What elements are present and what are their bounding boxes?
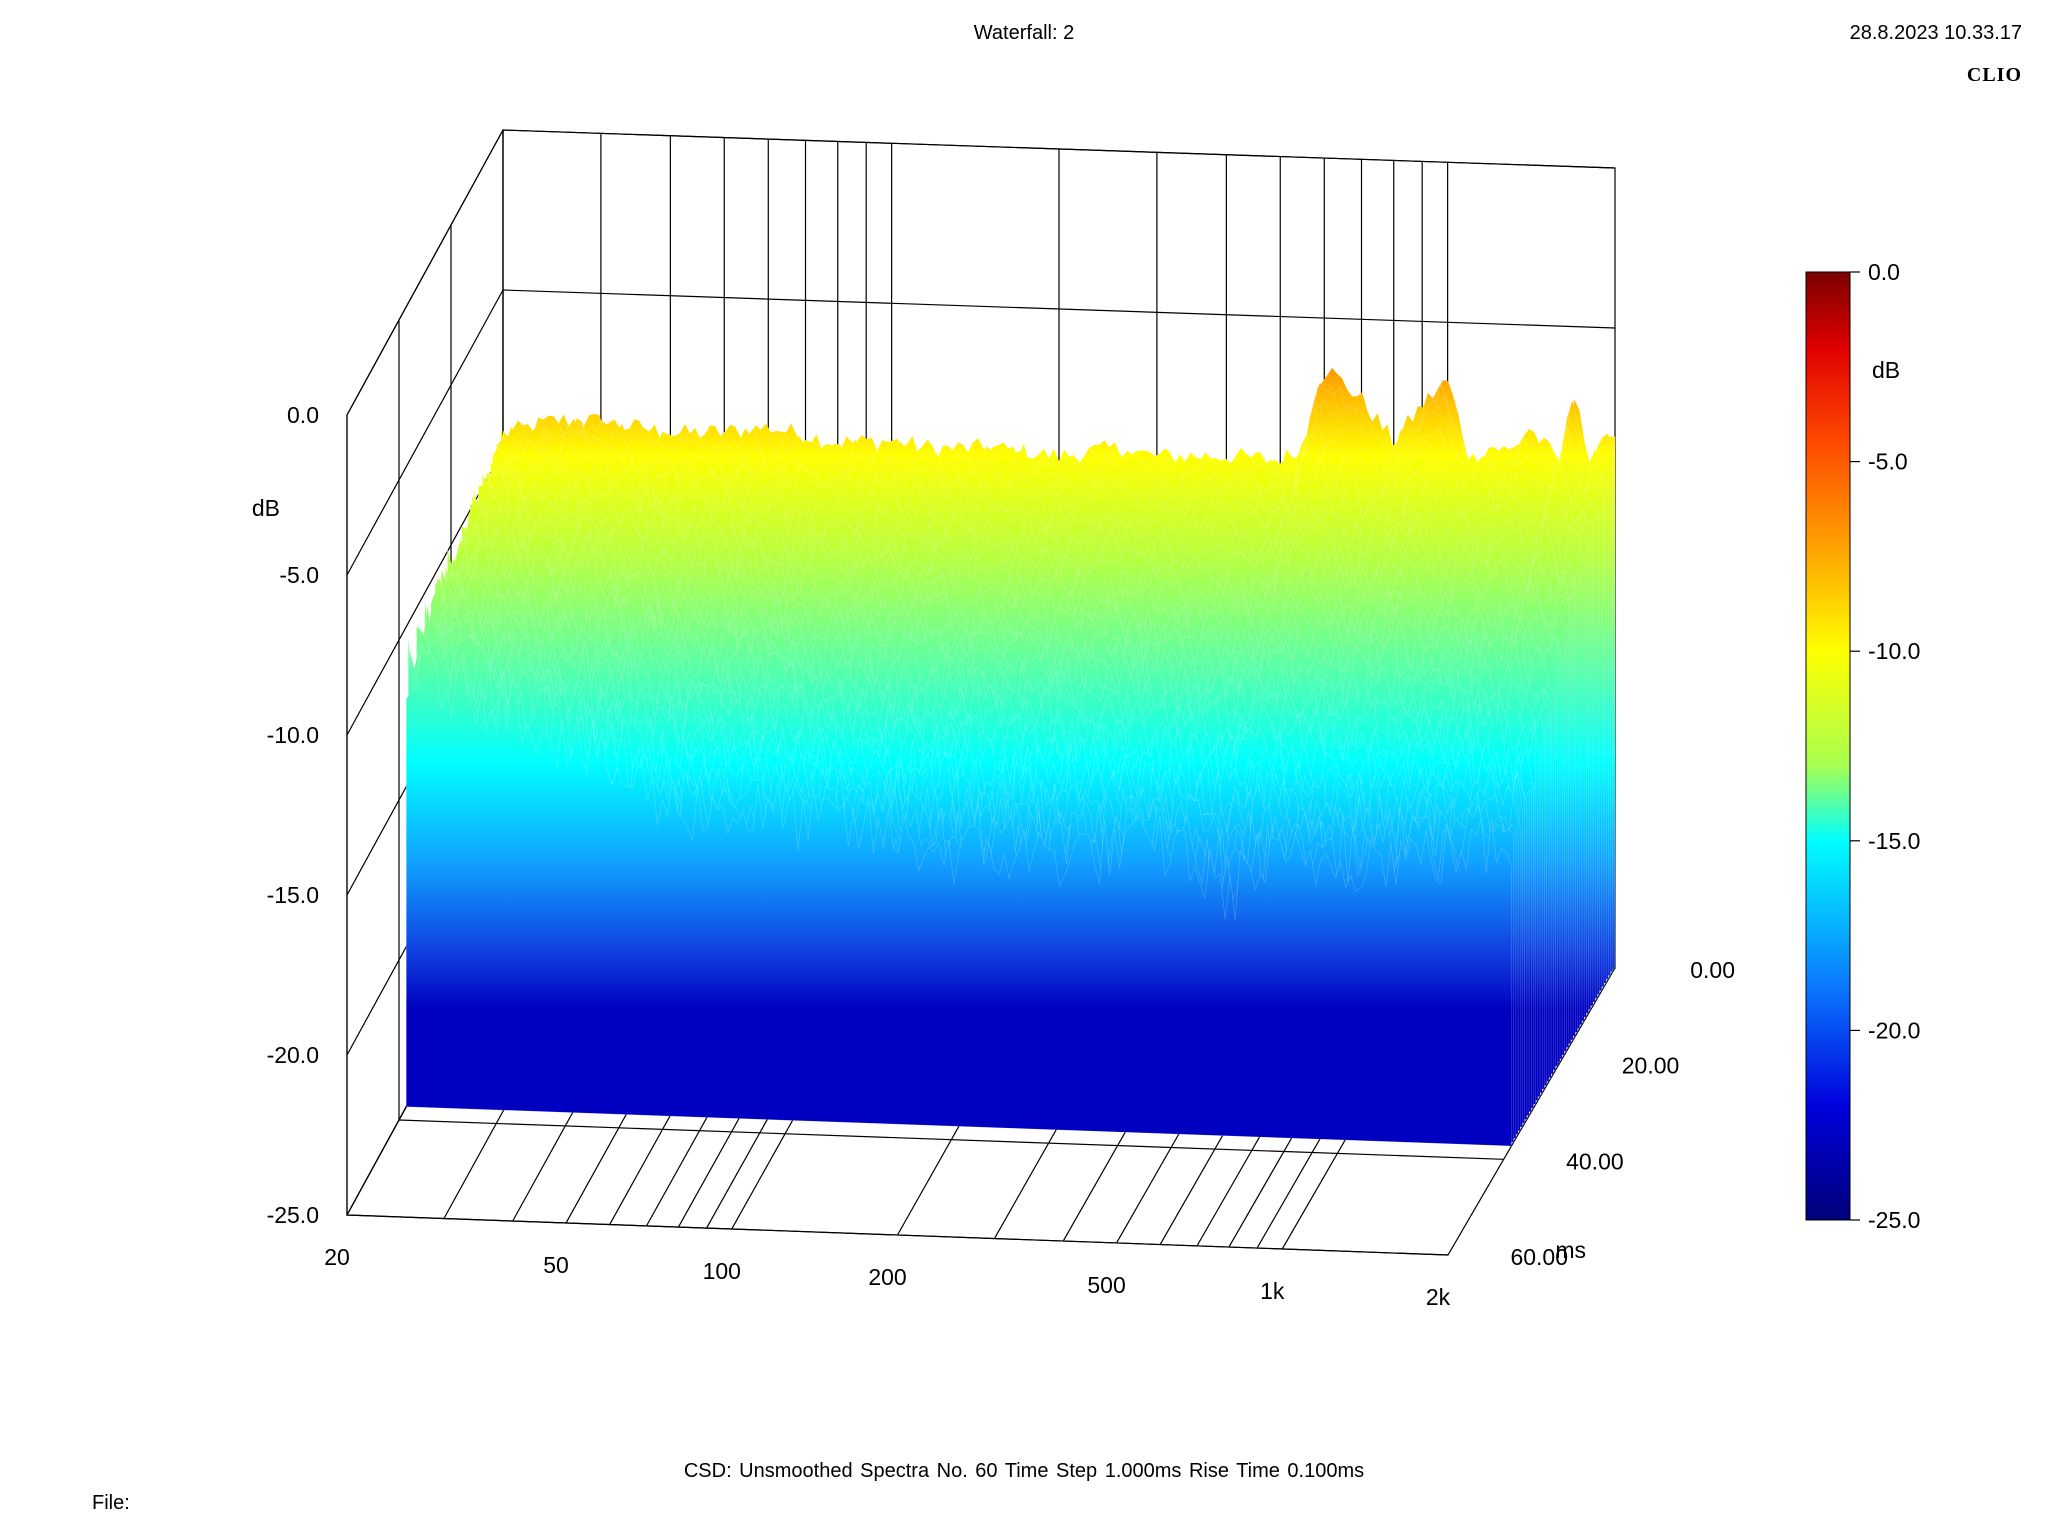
axis-labels: 0.0 -5.0 -10.0 -15.0 -20.0 -25.0 dB 20 50 100 200 5… — [252, 402, 1735, 1310]
db-grid-line-back — [502, 129, 1616, 169]
db-grid-line-side — [346, 129, 504, 416]
y-axis-label: dB — [252, 495, 280, 521]
x-tick-label: 500 — [1087, 1272, 1125, 1298]
x-tick-label: 200 — [868, 1264, 906, 1290]
y-tick-label: -15.0 — [267, 882, 319, 908]
colorbar-label: dB — [1872, 357, 1900, 383]
colorbar-tick-label: 0.0 — [1868, 259, 1900, 285]
waterfall-surface — [405, 367, 1616, 1147]
colorbar-tick-label: -10.0 — [1868, 638, 1920, 664]
db-grid-line-side — [346, 289, 504, 576]
spectrum-slice — [405, 644, 1512, 1147]
y-tick-label: -20.0 — [267, 1042, 319, 1068]
y-tick-label: -5.0 — [279, 562, 319, 588]
y-tick-label: 0.0 — [287, 402, 319, 428]
time-grid-line — [398, 1119, 1504, 1160]
colorbar-tick-label: -25.0 — [1868, 1207, 1920, 1233]
z-tick-label: 60.00 — [1510, 1244, 1568, 1270]
colorbar-tick-label: -15.0 — [1868, 828, 1920, 854]
time-grid-line — [346, 1214, 1449, 1256]
file-label: File: — [92, 1492, 130, 1514]
colorbar-tick-label: -20.0 — [1868, 1017, 1920, 1043]
csd-settings-footer: CSD: Unsmoothed Spectra No. 60 Time Step… — [683, 1460, 1365, 1482]
db-grid-line-side — [346, 449, 504, 736]
colorbar-gradient — [1805, 271, 1851, 1221]
colorbar-tick-label: -5.0 — [1868, 449, 1908, 475]
z-tick-label: 40.00 — [1566, 1148, 1624, 1174]
z-tick-label: 20.00 — [1622, 1053, 1680, 1079]
y-tick-label: -10.0 — [267, 722, 319, 748]
db-grid-line-back — [502, 289, 1616, 329]
brand-logo: CLIO — [1966, 64, 2022, 86]
chart-title: Waterfall: 2 — [973, 22, 1075, 44]
z-axis-label: ms — [1555, 1237, 1586, 1263]
x-tick-label: 2k — [1426, 1284, 1451, 1310]
x-tick-label: 1k — [1260, 1278, 1285, 1304]
x-tick-label: 100 — [703, 1258, 741, 1284]
timestamp: 28.8.2023 10.33.17 — [1849, 22, 2022, 44]
z-tick-label: 0.00 — [1690, 957, 1735, 983]
x-tick-label: 20 — [324, 1244, 350, 1270]
colorbar: 0.0 -5.0 -10.0 -15.0 -20.0 -25.0 dB — [1805, 259, 1920, 1233]
x-tick-label: 50 — [543, 1252, 569, 1278]
y-tick-label: -25.0 — [267, 1202, 319, 1228]
